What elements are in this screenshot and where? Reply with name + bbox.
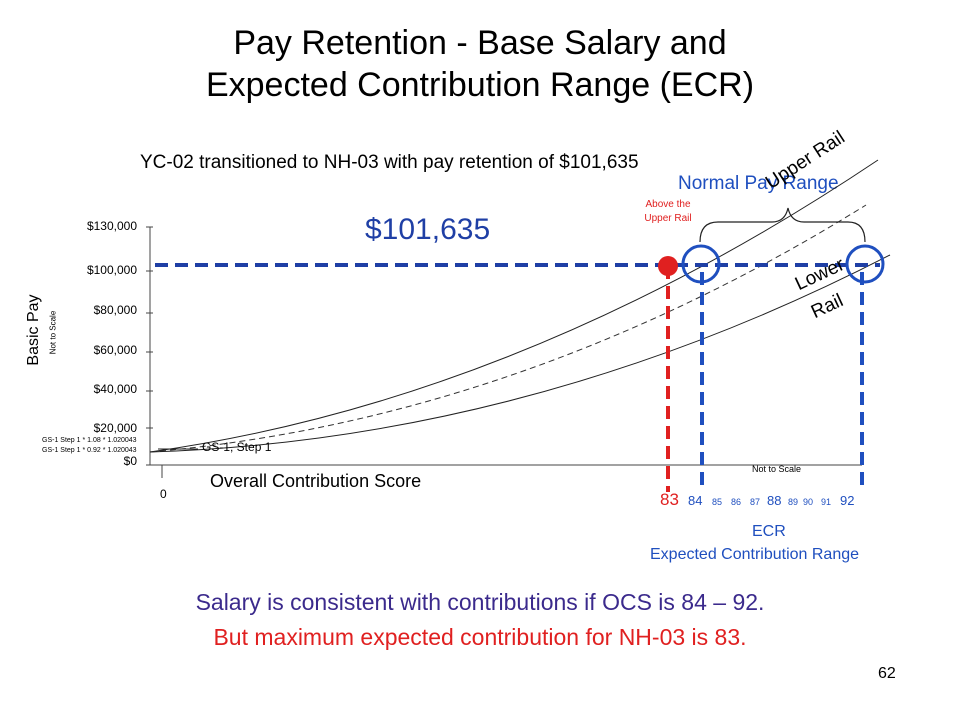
ocs-83-label: 83 [660, 490, 679, 509]
x-axis-note: Not to Scale [752, 464, 802, 474]
ocs-tick-label: 85 [712, 497, 723, 507]
ocs-tick-label: 92 [840, 493, 855, 508]
ocs-tick-label: 89 [788, 497, 799, 507]
y-tick-label: $130,000 [86, 219, 137, 233]
normal-pay-range-label: Normal Pay Range [678, 173, 839, 194]
ocs-tick-label: 86 [731, 497, 742, 507]
ecr-abbreviation: ECR [752, 523, 786, 540]
normal-pay-range-brace [699, 207, 866, 243]
midpoint-line [149, 204, 867, 453]
upper-rail-line [149, 159, 879, 453]
y-tick-label: $80,000 [93, 303, 137, 317]
statement-maximum: But maximum expected contribution for NH… [213, 624, 747, 650]
ocs-tick-label: 87 [750, 497, 761, 507]
title-line-1: Pay Retention - Base Salary and [233, 24, 727, 62]
upper-rail-intersection-circle [681, 244, 721, 284]
y-tick-label: $0 [123, 454, 137, 468]
gs-upper-formula-note: GS-1 Step 1 * 1.08 * 1.020043 [42, 437, 137, 444]
slide-title: Pay Retention - Base Salary and Expected… [0, 22, 960, 106]
y-axis-note: Not to Scale [48, 310, 58, 355]
ocs-tick-label: 84 [688, 493, 703, 508]
ecr-full-name: Expected Contribution Range [650, 546, 860, 563]
y-tick-marks [146, 226, 153, 466]
pay-amount-label: $101,635 [365, 213, 491, 246]
title-line-2: Expected Contribution Range (ECR) [205, 66, 755, 104]
y-axis-label: Basic Pay [25, 294, 42, 366]
y-tick-label: $100,000 [86, 263, 137, 277]
statement-consistent: Salary is consistent with contributions … [195, 589, 765, 615]
gs-lower-formula-note: GS-1 Step 1 * 0.92 * 1.020043 [42, 447, 137, 454]
x-axis-label: Overall Contribution Score [210, 471, 422, 491]
ocs-tick-label: 88 [767, 493, 782, 508]
lower-rail-line [149, 254, 891, 453]
ocs-tick-label: 90 [803, 497, 814, 507]
lower-rail-intersection-circle [845, 244, 885, 284]
subtitle: YC-02 transitioned to NH-03 with pay ret… [140, 152, 639, 173]
above-upper-rail-marker [658, 256, 678, 276]
x-zero-label: 0 [160, 487, 167, 501]
gs1-step1-label: GS-1, Step 1 [202, 440, 272, 454]
y-tick-label: $20,000 [93, 421, 137, 435]
page-number: 62 [878, 665, 896, 682]
y-tick-label: $60,000 [93, 343, 137, 357]
y-tick-label: $40,000 [93, 382, 137, 396]
ocs-tick-label: 91 [821, 497, 832, 507]
above-upper-rail-note: Above the Upper Rail [644, 199, 692, 224]
